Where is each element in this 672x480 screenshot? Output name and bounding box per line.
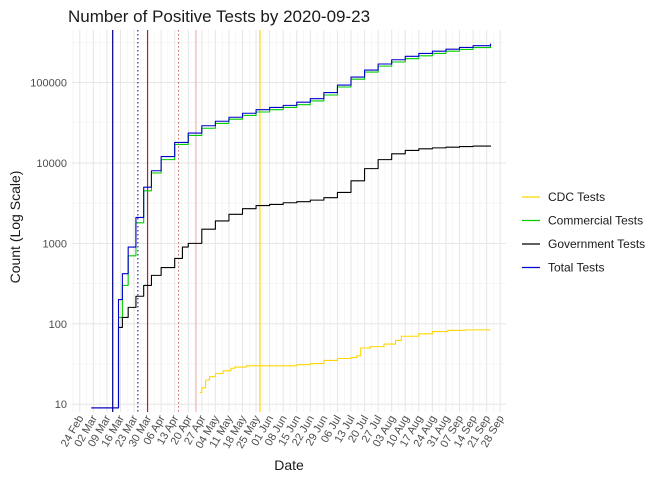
x-axis-title: Date [274,457,304,473]
y-tick-label: 100 [49,319,67,331]
reference-lines [112,30,261,412]
series-line-government-tests [91,145,492,409]
series-line-total-tests [91,43,492,409]
y-tick-label: 10000 [36,158,67,170]
legend-label-commercial-tests: Commercial Tests [548,214,643,228]
chart-title: Number of Positive Tests by 2020-09-23 [68,7,370,26]
legend-label-total-tests: Total Tests [548,261,604,275]
legend-label-government-tests: Government Tests [548,237,645,251]
legend: CDC Tests Commercial Tests Government Test… [522,190,645,275]
y-tick-label: 10 [55,399,67,411]
series-lines [91,43,492,409]
series-line-cdc-tests [199,329,491,394]
y-axis-title: Count (Log Scale) [7,171,23,284]
y-tick-label: 100000 [30,78,67,90]
grid-lines [72,30,506,412]
y-axis-ticks: 10 100 1000 10000 100000 [30,78,67,412]
y-tick-label: 1000 [43,238,67,250]
legend-label-cdc-tests: CDC Tests [548,190,605,204]
